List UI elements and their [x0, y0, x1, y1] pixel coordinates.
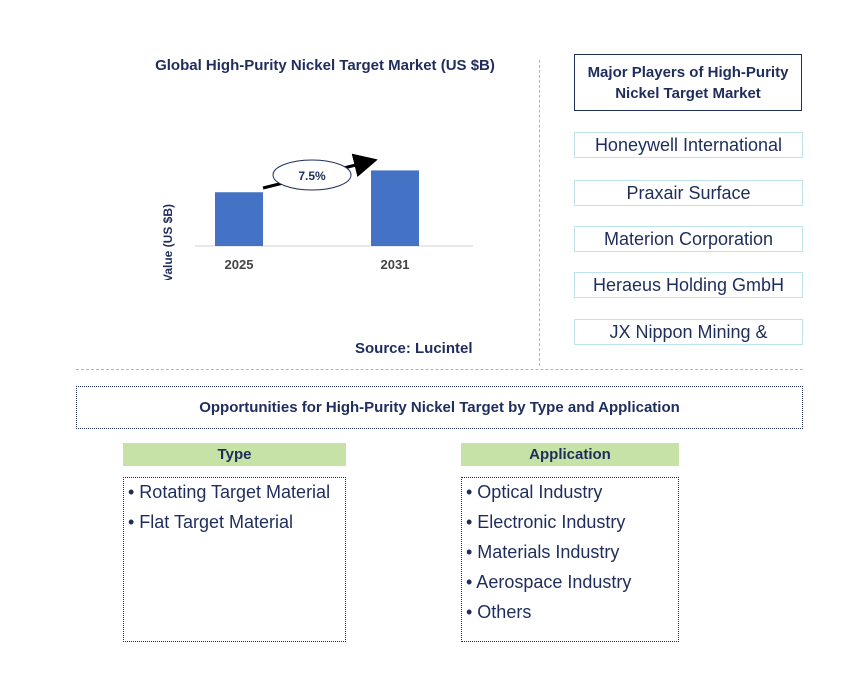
application-item: • Electronic Industry	[466, 512, 626, 532]
application-item: • Aerospace Industry	[466, 572, 632, 592]
player-item: Heraeus Holding GmbH	[574, 272, 803, 298]
type-heading: Type	[123, 443, 346, 466]
bar-2025	[215, 192, 263, 246]
vertical-divider	[539, 60, 540, 366]
horizontal-divider	[76, 369, 803, 370]
player-item: Praxair Surface	[574, 180, 803, 206]
x-tick-label: 2031	[381, 257, 410, 272]
x-tick-label: 2025	[225, 257, 254, 272]
bar-2031	[371, 170, 419, 246]
player-item: Honeywell International	[574, 132, 803, 158]
players-title: Major Players of High-Purity Nickel Targ…	[574, 54, 802, 111]
application-item: • Others	[466, 602, 532, 622]
type-list-box: • Rotating Target Material • Flat Target…	[123, 477, 346, 642]
opportunities-title: Opportunities for High-Purity Nickel Tar…	[76, 386, 803, 429]
application-item: • Materials Industry	[466, 542, 620, 562]
application-heading: Application	[461, 443, 679, 466]
type-item: • Rotating Target Material	[128, 482, 331, 502]
cagr-bubble	[272, 159, 352, 191]
application-item: • Optical Industry	[466, 482, 603, 502]
player-item: Materion Corporation	[574, 226, 803, 252]
source-label: Source: Lucintel	[355, 340, 473, 357]
player-item: JX Nippon Mining &	[574, 319, 803, 345]
application-list-box: • Optical Industry • Electronic Industry…	[461, 477, 679, 642]
bar-chart: Value (US $B) 2025 2031 7.5%	[161, 153, 473, 280]
y-axis-label: Value (US $B)	[161, 204, 175, 280]
type-item: • Flat Target Material	[128, 512, 294, 532]
chart-title: Global High-Purity Nickel Target Market …	[155, 57, 495, 74]
cagr-label: 7.5%	[298, 169, 326, 183]
